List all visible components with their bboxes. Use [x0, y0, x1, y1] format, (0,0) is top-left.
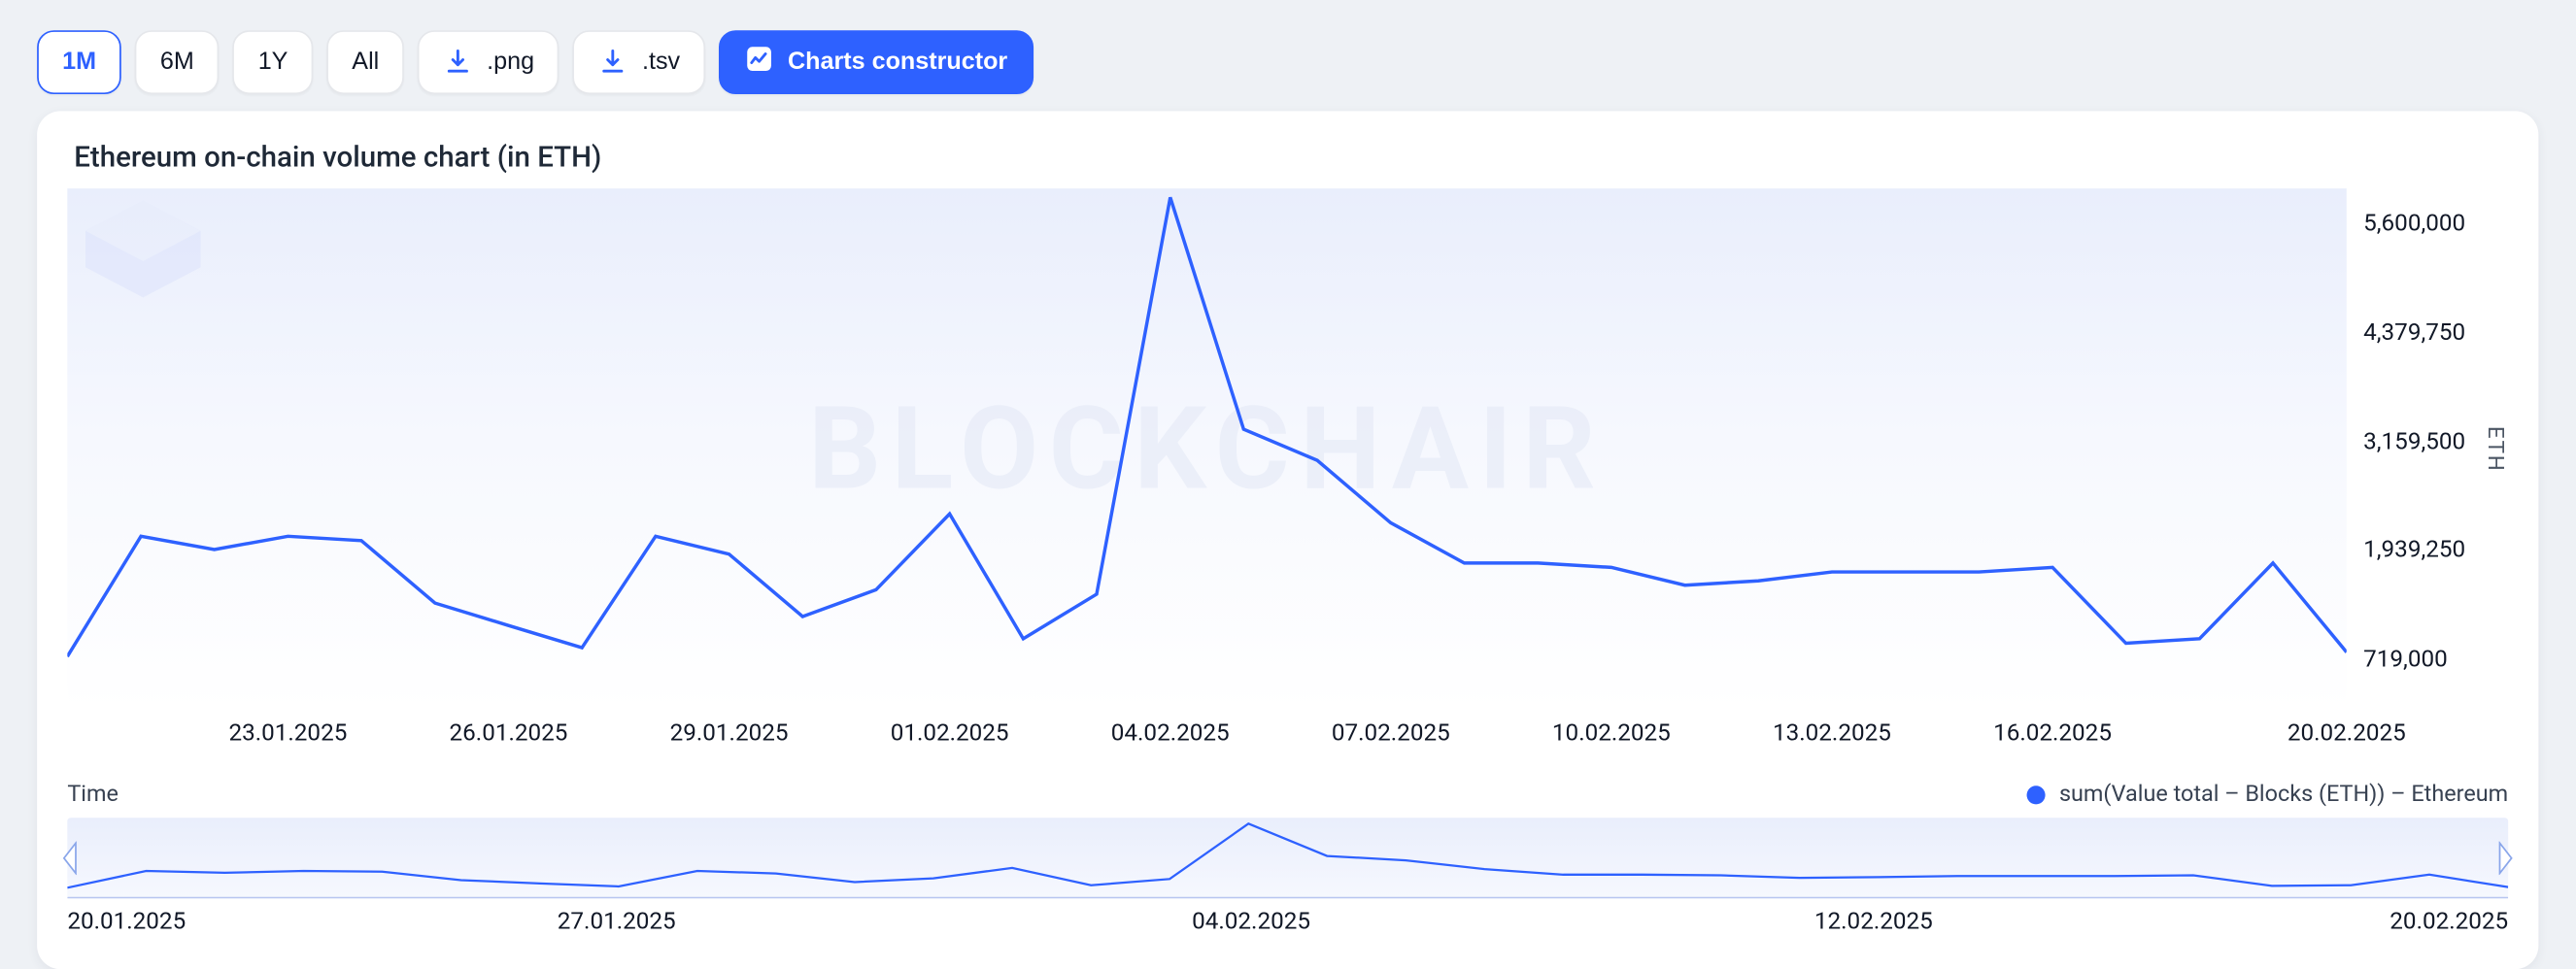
legend-series: sum(Value total – Blocks (ETH)) – Ethere…	[2027, 781, 2508, 808]
y-axis: 5,600,000 4,379,750 3,159,500 1,939,250 719,…	[2347, 188, 2508, 710]
x-tick: 07.02.2025	[1332, 720, 1450, 748]
y-axis-label: ETH	[2483, 426, 2508, 473]
range-button-all[interactable]: All	[326, 30, 404, 94]
x-tick: 16.02.2025	[1993, 720, 2112, 748]
download-tsv-label: .tsv	[642, 49, 680, 76]
download-png-label: .png	[487, 49, 534, 76]
range-tick: 04.02.2025	[1192, 909, 1310, 936]
x-tick: 20.02.2025	[2288, 720, 2406, 748]
y-tick: 3,159,500	[2363, 428, 2465, 455]
y-tick: 719,000	[2363, 646, 2448, 673]
legend-left-label: Time	[67, 781, 119, 808]
mini-chart-svg	[67, 818, 2508, 898]
download-icon	[443, 48, 473, 78]
chart-card: Ethereum on-chain volume chart (in ETH) …	[37, 111, 2538, 969]
range-tick: 20.02.2025	[2390, 909, 2508, 936]
y-tick: 4,379,750	[2363, 319, 2465, 347]
chart-area: BLOCKCHAIR 5,600,000 4,379,750 3,159,500 1,…	[67, 188, 2508, 710]
download-tsv-button[interactable]: .tsv	[573, 30, 705, 94]
x-tick: 13.02.2025	[1773, 720, 1891, 748]
chart-line-svg	[67, 188, 2346, 710]
range-tick: 20.01.2025	[67, 909, 186, 936]
range-handle-right[interactable]	[2498, 842, 2515, 876]
range-button-1y[interactable]: 1Y	[233, 30, 314, 94]
y-tick: 1,939,250	[2363, 537, 2465, 564]
range-button-6m[interactable]: 6M	[135, 30, 220, 94]
x-axis: 23.01.2025 26.01.2025 29.01.2025 01.02.2025…	[67, 720, 2346, 768]
chart-line-icon	[744, 44, 774, 81]
download-icon	[598, 48, 628, 78]
x-tick: 01.02.2025	[891, 720, 1009, 748]
charts-constructor-label: Charts constructor	[788, 49, 1007, 76]
download-png-button[interactable]: .png	[418, 30, 559, 94]
range-button-1m[interactable]: 1M	[37, 30, 121, 94]
range-tick: 27.01.2025	[558, 909, 676, 936]
x-tick: 23.01.2025	[228, 720, 347, 748]
range-handle-left[interactable]	[60, 842, 77, 876]
range-tick: 12.02.2025	[1814, 909, 1933, 936]
range-slider-ticks: 20.01.2025 27.01.2025 04.02.2025 12.02.2025…	[67, 909, 2508, 946]
charts-constructor-button[interactable]: Charts constructor	[719, 30, 1033, 94]
legend-series-label: sum(Value total – Blocks (ETH)) – Ethere…	[2059, 781, 2508, 808]
range-slider[interactable]	[67, 818, 2508, 898]
x-tick: 04.02.2025	[1111, 720, 1230, 748]
chart-plot[interactable]: BLOCKCHAIR	[67, 188, 2346, 710]
chart-title: Ethereum on-chain volume chart (in ETH)	[74, 142, 2501, 176]
x-tick: 10.02.2025	[1552, 720, 1671, 748]
legend-row: Time sum(Value total – Blocks (ETH)) – E…	[67, 781, 2508, 808]
time-range-controls: 1M 6M 1Y All .png .tsv Charts constructo…	[0, 0, 2575, 111]
x-tick: 26.01.2025	[450, 720, 568, 748]
y-tick: 5,600,000	[2363, 211, 2465, 238]
x-tick: 29.01.2025	[670, 720, 789, 748]
legend-dot-icon	[2027, 785, 2046, 803]
